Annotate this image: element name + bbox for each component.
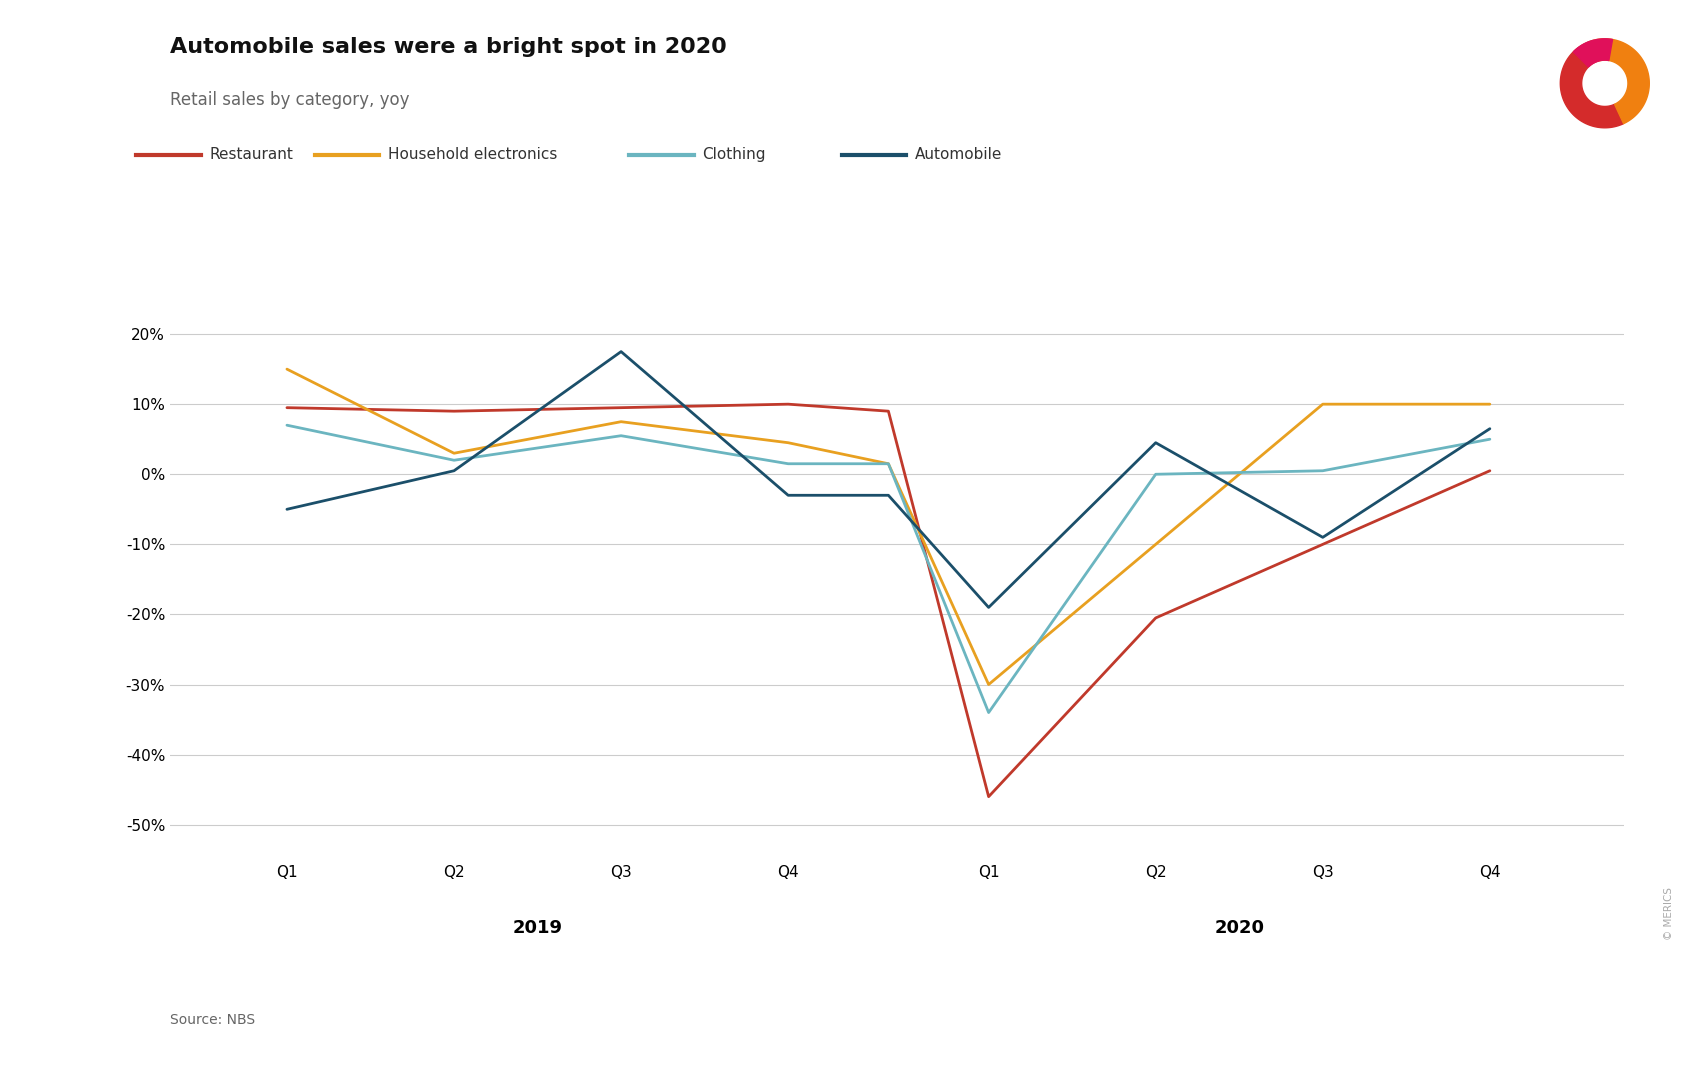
Polygon shape	[1572, 38, 1613, 67]
Text: 2019: 2019	[513, 920, 563, 938]
Text: © MERICS: © MERICS	[1664, 886, 1674, 940]
Text: Automobile: Automobile	[915, 147, 1001, 162]
Text: Retail sales by category, yoy: Retail sales by category, yoy	[170, 91, 410, 109]
Polygon shape	[1593, 38, 1649, 124]
Text: Clothing: Clothing	[702, 147, 765, 162]
Polygon shape	[1561, 41, 1624, 128]
Text: 2020: 2020	[1214, 920, 1265, 938]
Text: Restaurant: Restaurant	[209, 147, 292, 162]
Text: Automobile sales were a bright spot in 2020: Automobile sales were a bright spot in 2…	[170, 37, 726, 58]
Text: Source: NBS: Source: NBS	[170, 1014, 255, 1027]
Text: Household electronics: Household electronics	[388, 147, 558, 162]
